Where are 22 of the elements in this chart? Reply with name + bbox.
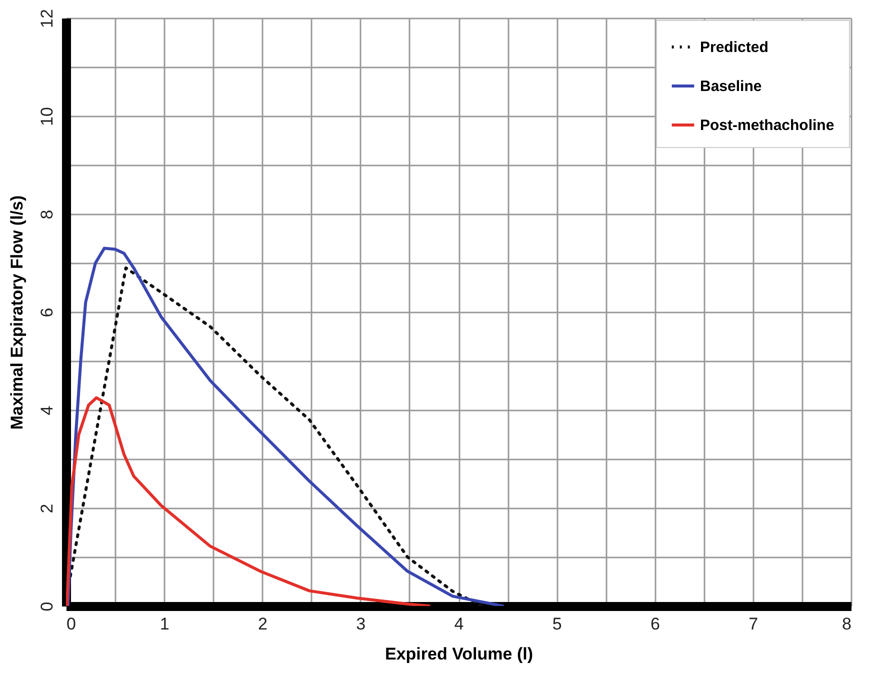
x-tick-label: 3 bbox=[356, 614, 366, 634]
x-tick-label: 6 bbox=[650, 614, 660, 634]
x-tick-label: 8 bbox=[842, 614, 852, 634]
y-tick-label: 0 bbox=[38, 602, 56, 612]
y-tick-label: 2 bbox=[38, 504, 56, 514]
x-tick-label: 2 bbox=[258, 614, 268, 634]
y-axis-title: Maximal Expiratory Flow (l/s) bbox=[8, 195, 26, 430]
legend-label: Post-methacholine bbox=[700, 117, 834, 134]
y-tick-label: 4 bbox=[38, 406, 56, 416]
line-series bbox=[66, 396, 431, 606]
legend-label: Predicted bbox=[700, 39, 768, 56]
y-tick-label: 12 bbox=[38, 9, 56, 28]
legend-label: Baseline bbox=[700, 78, 762, 95]
x-tick-label: 7 bbox=[748, 614, 758, 634]
y-tick-label: 10 bbox=[38, 107, 56, 126]
x-tick-label: 5 bbox=[552, 614, 562, 634]
x-axis-title: Expired Volume (l) bbox=[385, 644, 533, 664]
x-tick-label: 0 bbox=[66, 614, 76, 634]
y-tick-label: 6 bbox=[38, 308, 56, 318]
y-tick-label: 8 bbox=[38, 210, 56, 220]
x-tick-label: 1 bbox=[160, 614, 170, 634]
x-tick-label: 4 bbox=[454, 614, 464, 634]
